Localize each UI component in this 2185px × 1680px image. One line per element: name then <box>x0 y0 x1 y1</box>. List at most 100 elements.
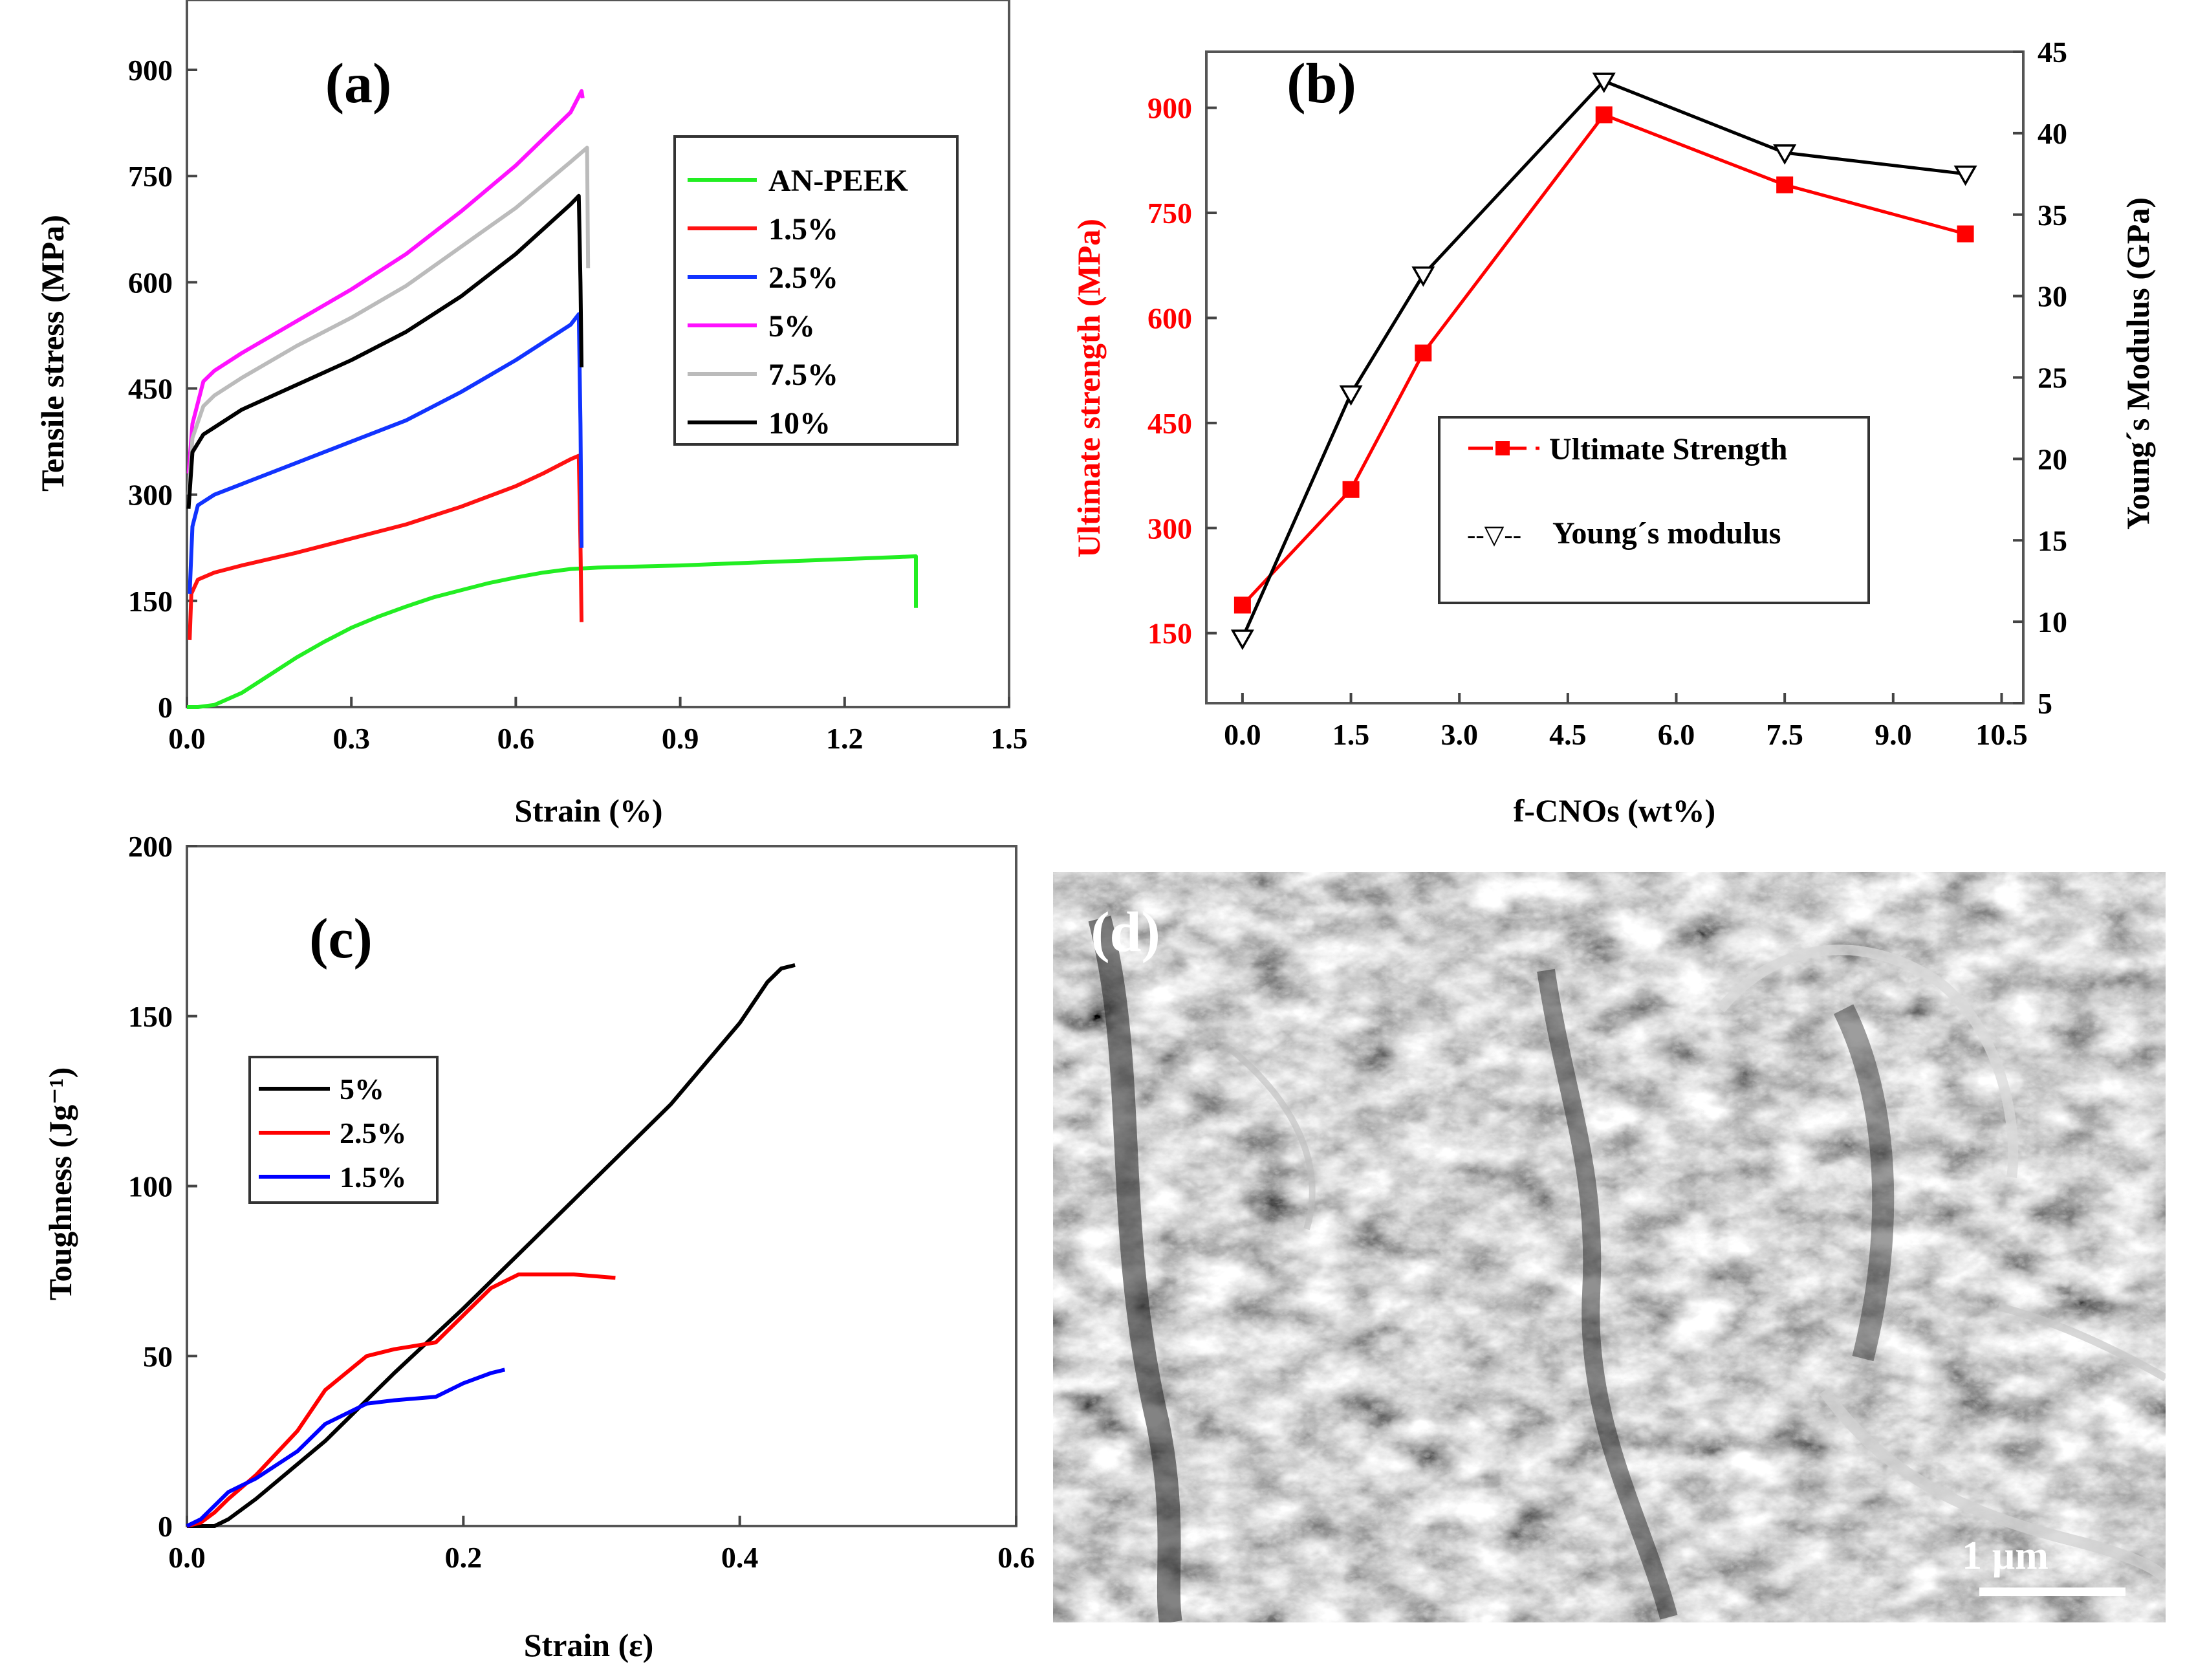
y-left-tick-label: 450 <box>1147 407 1192 440</box>
y-tick-label: 0 <box>158 1510 173 1543</box>
panel-label-a: (a) <box>325 52 392 115</box>
x-tick-label: 1.2 <box>826 722 864 755</box>
sem-fibrils <box>1053 872 2166 1622</box>
legend-label: 5% <box>768 309 815 344</box>
series-line-5% <box>186 89 585 474</box>
data-marker-triangle <box>1339 385 1363 406</box>
x-tick-label: 0.4 <box>721 1541 759 1574</box>
scale-bar <box>1979 1587 2125 1596</box>
data-marker-triangle <box>1773 144 1797 165</box>
series-line-1.5% <box>188 453 584 640</box>
data-marker-square <box>1595 106 1613 124</box>
y-right-tick-label: 35 <box>2038 199 2067 232</box>
x-axis-label: Strain (%) <box>514 792 662 829</box>
legend-label: 2.5% <box>340 1117 407 1150</box>
legend-label: Ultimate Strength <box>1549 432 1787 466</box>
legend-swatch: --▽-- <box>1467 520 1521 549</box>
y-tick-label: 100 <box>128 1170 173 1203</box>
sem-fibril <box>1716 944 2019 1179</box>
y-tick-label: 200 <box>128 830 173 863</box>
y-axis-right-label: Young´s Modulus (GPa) <box>2120 197 2156 530</box>
series-line-Ultimate Strength <box>1241 113 1966 607</box>
y-axis-label: Toughness (Jg⁻¹) <box>42 1067 78 1300</box>
x-tick-label: 0.9 <box>662 722 699 755</box>
data-marker-triangle <box>1230 629 1254 650</box>
sem-crevice <box>1537 968 1678 1620</box>
scale-bar-label: 1 µm <box>1962 1534 2049 1578</box>
y-right-tick-label: 10 <box>2038 605 2067 638</box>
y-left-tick-label: 750 <box>1147 197 1192 230</box>
x-tick-label: 9.0 <box>1875 718 1912 751</box>
legend-marker-square <box>1495 441 1510 455</box>
sem-fibril <box>1226 1045 1316 1230</box>
y-left-tick-label: 300 <box>1147 512 1192 545</box>
x-tick-label: 0.0 <box>168 722 206 755</box>
y-tick-label: 900 <box>128 54 173 87</box>
series-line-1.5% <box>186 1368 506 1528</box>
x-tick-label: 0.0 <box>1224 718 1261 751</box>
legend-label: AN-PEEK <box>768 164 908 198</box>
legend-label: 1.5% <box>340 1161 407 1194</box>
sem-crevice <box>1833 1004 1895 1362</box>
panel-label-c: (c) <box>309 908 373 970</box>
panel-a-tensile-chart: 0.0 0.3 0.6 0.9 1.2 1.5 0 150 300 450 600 750 900 (a… <box>34 0 1028 829</box>
series-line-AN-PEEK <box>187 554 918 709</box>
x-tick-label: 0.0 <box>168 1541 206 1574</box>
x-tick-label: 0.6 <box>497 722 535 755</box>
legend-label: 1.5% <box>768 212 838 246</box>
data-marker-triangle <box>1411 266 1435 287</box>
y-tick-label: 50 <box>143 1340 173 1373</box>
x-tick-label: 0.6 <box>997 1541 1035 1574</box>
panel-label-b: (b) <box>1287 52 1356 115</box>
plot-frame <box>186 0 1010 708</box>
x-tick-label: 7.5 <box>1766 718 1803 751</box>
data-marker-square <box>1957 225 1974 243</box>
sem-crevice <box>1088 915 1182 1622</box>
data-marker-square <box>1342 481 1360 498</box>
x-tick-label: 6.0 <box>1658 718 1695 751</box>
legend-label: 7.5% <box>768 358 838 392</box>
y-right-tick-label: 15 <box>2038 524 2067 557</box>
x-tick-label: 0.2 <box>445 1541 483 1574</box>
series-line-7.5% <box>186 146 591 495</box>
panel-b-strength-modulus-chart: 0.0 1.5 3.0 4.5 6.0 7.5 9.0 10.5 150 300 450 600 750… <box>1071 36 2156 829</box>
series-line-Young´s modulus <box>1241 79 1966 639</box>
legend-box <box>673 135 959 446</box>
y-left-tick-label: 900 <box>1147 92 1192 125</box>
x-tick-label: 3.0 <box>1440 718 1478 751</box>
y-left-tick-label: 600 <box>1147 301 1192 334</box>
sem-fibril <box>1819 1387 2166 1583</box>
sem-fibril <box>1997 1303 2166 1382</box>
series-line-2.5% <box>188 312 584 595</box>
y-right-tick-label: 40 <box>2038 117 2067 150</box>
data-marker-square <box>1776 176 1794 193</box>
y-right-tick-label: 45 <box>2038 36 2067 69</box>
legend: AN-PEEK 1.5% 2.5% 5% 7.5% 10% <box>673 135 959 446</box>
x-axis-label: Strain (ε) <box>524 1627 654 1663</box>
data-marker-triangle <box>1953 165 1977 186</box>
series-line-10% <box>186 193 584 509</box>
y-right-tick-label: 5 <box>2038 687 2052 720</box>
legend-label: 5% <box>340 1073 384 1106</box>
x-tick-label: 4.5 <box>1549 718 1587 751</box>
y-tick-label: 150 <box>128 1000 173 1033</box>
plot-frame <box>1205 50 2025 704</box>
legend-label: Young´s modulus <box>1552 516 1781 551</box>
data-marker-square <box>1234 596 1251 614</box>
y-tick-label: 0 <box>158 691 173 724</box>
legend-label: 2.5% <box>768 261 838 295</box>
panel-d-sem-image: (d) 1 µm <box>1053 872 2166 1622</box>
data-marker-triangle <box>1592 72 1616 93</box>
y-tick-label: 450 <box>128 373 173 406</box>
x-tick-label: 1.5 <box>990 722 1028 755</box>
x-tick-label: 0.3 <box>332 722 370 755</box>
x-axis-label: f-CNOs (wt%) <box>1514 792 1715 829</box>
panel-label-d: (d) <box>1091 901 1160 964</box>
y-right-tick-label: 20 <box>2038 442 2067 475</box>
y-right-tick-label: 30 <box>2038 280 2067 313</box>
legend: Ultimate Strength --▽-- Young´s modulus <box>1438 416 1870 604</box>
data-marker-square <box>1415 344 1432 362</box>
y-tick-label: 600 <box>128 266 173 299</box>
